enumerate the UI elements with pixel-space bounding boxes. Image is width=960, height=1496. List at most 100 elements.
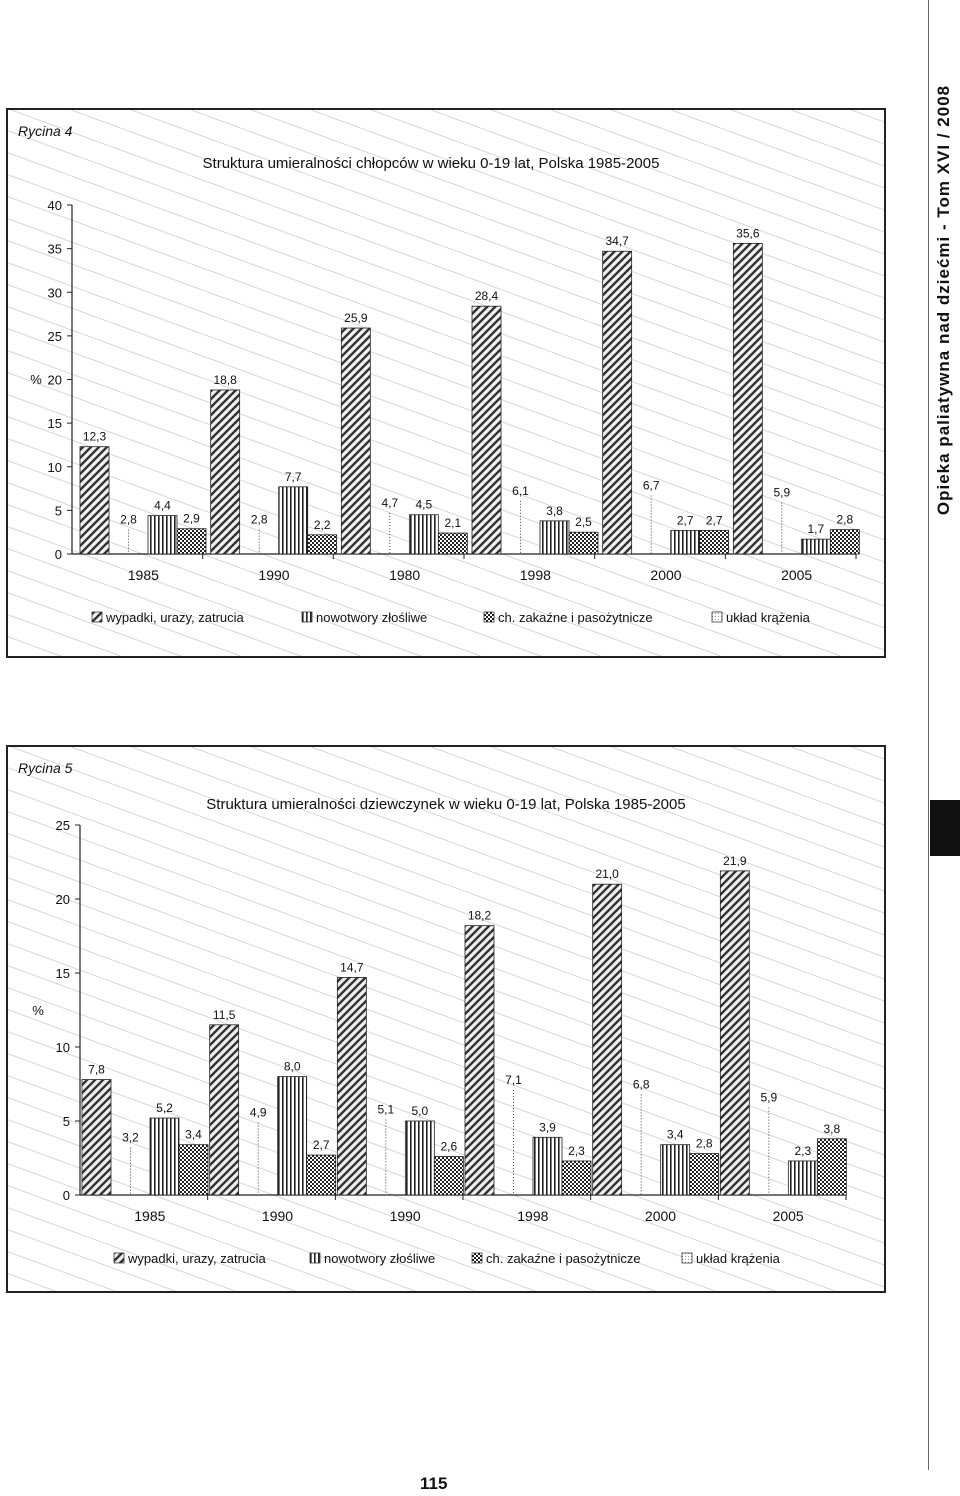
y-tick-label: 40 [48,198,62,213]
data-label: 6,7 [643,479,660,493]
figure-label: Rycina 4 [18,123,73,139]
bar-2-4 [532,1136,563,1196]
legend-swatch [681,1252,693,1264]
bar-3-3 [437,532,468,555]
legend-swatch [91,611,103,623]
legend-entry: nowotwory złośliwe [316,610,427,625]
bar-3-4 [561,1160,592,1196]
bar-3-6 [829,529,860,555]
y-tick-label: 5 [55,503,62,518]
data-label: 2,8 [836,513,853,527]
data-label: 28,4 [475,289,499,303]
bar-3-4 [568,531,599,555]
data-label: 21,0 [595,867,619,881]
bar-2-5 [660,1144,691,1196]
chart-svg: Rycina 5 Struktura umieralności dziewczyn… [6,745,886,1293]
legend-entry: układ krążenia [726,610,811,625]
bar-1-1 [81,1079,112,1196]
bar-1-5 [592,883,623,1196]
x-tick-label: 1998 [520,567,551,583]
data-label: 4,5 [415,498,432,512]
data-label: 3,2 [122,1131,139,1145]
data-label: 2,8 [120,513,137,527]
y-tick-label: 0 [55,547,62,562]
x-tick-label: 1980 [389,567,420,583]
bar-2-1 [149,1117,180,1196]
y-tick-label: 20 [56,892,70,907]
bar-2-2 [278,486,309,555]
data-label: 11,5 [213,1008,236,1022]
data-label: 3,4 [185,1128,202,1142]
bar-3-6 [816,1138,847,1196]
data-label: 2,7 [677,513,694,527]
bar-3-3 [433,1156,464,1196]
legend-entry: układ krążenia [696,1251,781,1266]
data-label: 3,9 [539,1120,556,1134]
data-label: 5,9 [773,486,790,500]
bar-1-5 [602,250,633,555]
x-tick-label: 2000 [650,567,681,583]
legend-entry: wypadki, urazy, zatrucia [127,1251,267,1266]
data-label: 5,0 [411,1104,428,1118]
data-label: 2,8 [251,513,268,527]
y-tick-label: 0 [63,1188,70,1203]
bar-3-1 [176,528,207,555]
data-label: 7,1 [505,1073,522,1087]
x-tick-label: 2000 [645,1208,676,1224]
legend-swatch [113,1252,125,1264]
data-label: 2,3 [568,1144,585,1158]
y-tick-label: 30 [48,285,62,300]
bar-3-5 [699,530,730,555]
data-label: 2,1 [444,516,461,530]
data-label: 7,7 [285,470,302,484]
journal-sidebar-text: Opieka paliatywna nad dziećmi - Tom XVI … [934,84,953,516]
x-tick-label: 1990 [262,1208,293,1224]
data-label: 14,7 [340,960,364,974]
x-tick-label: 2005 [781,567,812,583]
data-label: 25,9 [344,311,368,325]
data-label: 1,7 [807,522,824,536]
side-rule [928,0,929,1470]
y-tick-label: 10 [56,1040,70,1055]
legend-swatch [309,1252,321,1264]
data-label: 2,3 [794,1144,811,1158]
legend-entry: wypadki, urazy, zatrucia [105,610,245,625]
bar-2-3 [404,1120,435,1196]
y-tick-label: 25 [56,818,70,833]
y-tick-label: 15 [56,966,70,981]
bar-2-4 [539,520,570,555]
chart-svg: Rycina 4 Struktura umieralności chłopców … [6,108,886,658]
data-label: 2,6 [440,1140,457,1154]
chart-title: Struktura umieralności chłopców w wieku … [203,155,660,172]
data-label: 18,8 [213,373,237,387]
x-tick-label: 1990 [390,1208,421,1224]
bar-1-1 [79,446,110,555]
y-tick-label: 35 [48,242,62,257]
y-tick-label: 25 [48,329,62,344]
legend-swatch [301,611,313,623]
data-label: 2,5 [575,515,592,529]
x-tick-label: 2005 [773,1208,804,1224]
y-tick-label: 5 [63,1114,70,1129]
y-tick-label: 20 [48,373,62,388]
y-axis-label: % [32,1003,44,1018]
data-label: 5,2 [156,1101,173,1115]
data-label: 3,4 [667,1128,684,1142]
figure-boys-mortality: Rycina 4 Struktura umieralności chłopców … [6,108,886,658]
data-label: 12,3 [83,430,107,444]
bar-1-6 [719,870,750,1196]
data-label: 7,8 [88,1063,105,1077]
side-tab-block [930,800,960,856]
data-label: 34,7 [605,234,629,248]
data-label: 3,8 [823,1122,840,1136]
bar-3-2 [306,1154,337,1196]
bar-2-2 [277,1076,308,1196]
data-label: 35,6 [736,226,760,240]
y-axis-label: % [30,372,42,387]
x-tick-label: 1985 [134,1208,165,1224]
chart-title: Struktura umieralności dziewczynek w wie… [206,796,685,813]
data-label: 2,7 [706,513,723,527]
data-label: 5,9 [760,1091,777,1105]
data-label: 2,8 [696,1137,713,1151]
data-label: 2,9 [183,512,200,526]
